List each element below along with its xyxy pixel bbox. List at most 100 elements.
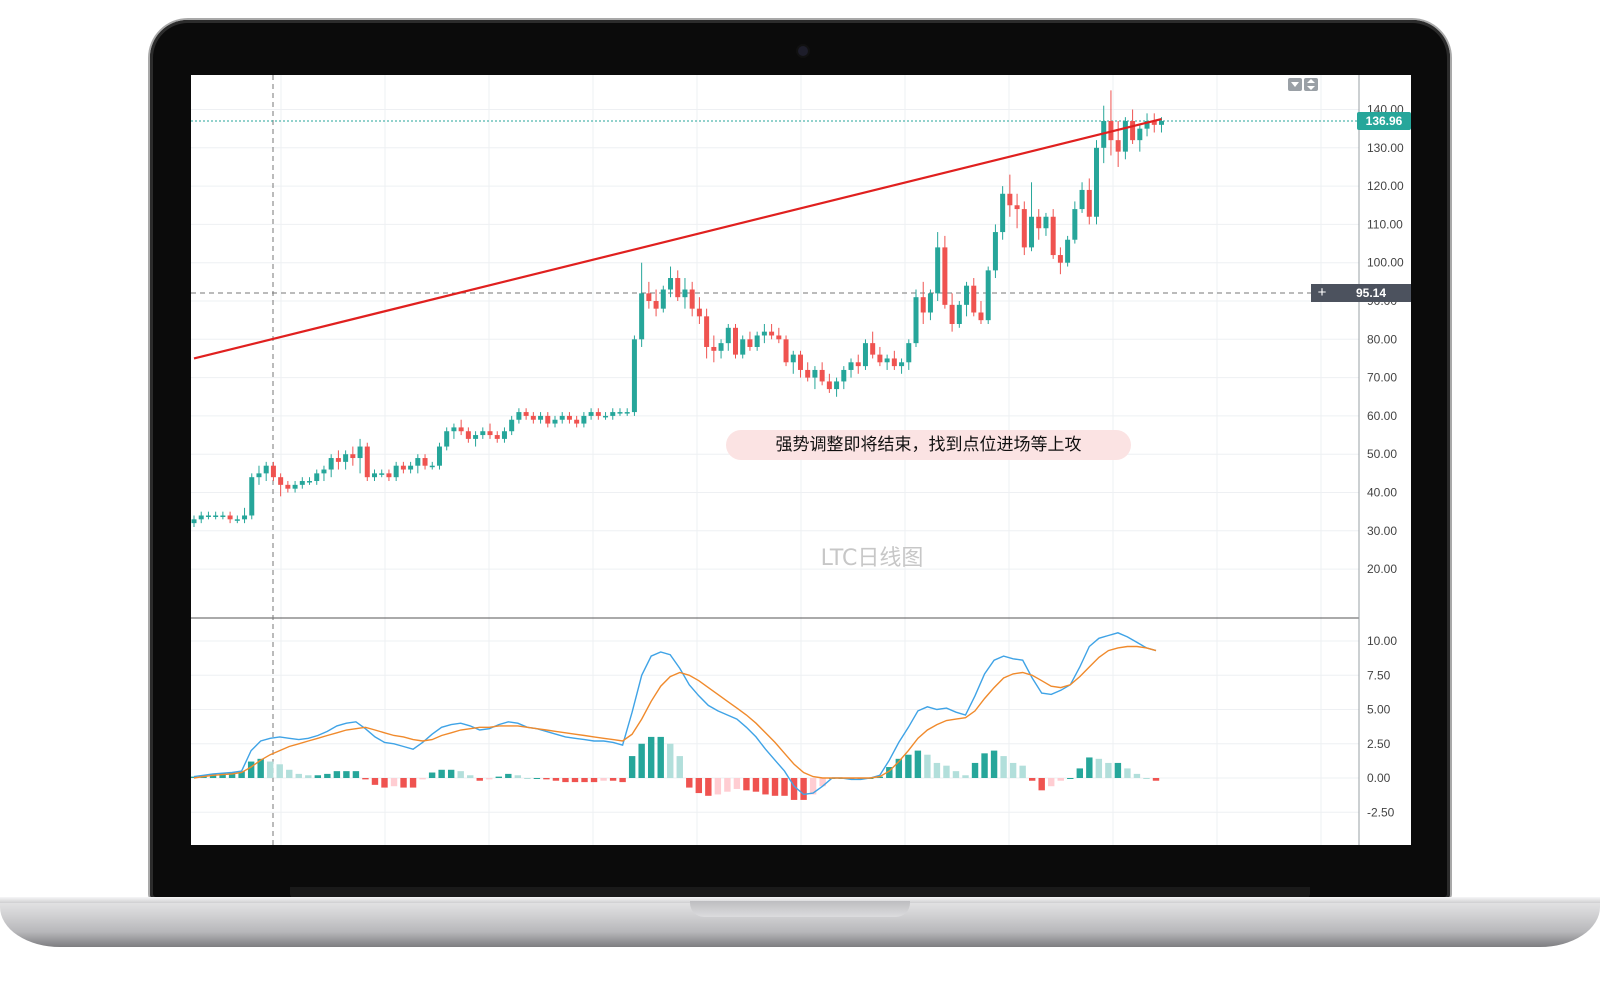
candle (364, 442, 370, 482)
macd-bar (400, 778, 407, 788)
macd-bar (467, 775, 474, 778)
macd-bar (781, 778, 788, 796)
candle (805, 362, 811, 382)
candle (675, 270, 681, 302)
macd-bar (819, 778, 826, 787)
candle (191, 515, 197, 527)
candle (220, 511, 226, 520)
candle (689, 281, 695, 317)
macd-bar (219, 773, 226, 778)
candle (422, 454, 428, 470)
macd-bar (714, 778, 722, 795)
candle (870, 331, 876, 359)
candle (234, 515, 240, 524)
candle (429, 461, 435, 470)
candle (1007, 174, 1013, 217)
candle (992, 224, 998, 279)
candle (256, 465, 262, 485)
macd-bar (514, 775, 522, 778)
macd-bar (571, 778, 579, 783)
macd-bar (295, 773, 302, 778)
candle (660, 285, 666, 313)
candle (393, 461, 399, 482)
candle (473, 431, 479, 447)
macd-bar (362, 778, 369, 780)
candle (603, 412, 609, 420)
macd-bar (1028, 778, 1036, 781)
candle (523, 408, 529, 420)
candle (1029, 182, 1035, 252)
candle (1000, 186, 1006, 240)
macd-bar (286, 769, 293, 778)
candle (826, 373, 832, 393)
maximize-icon[interactable] (1304, 78, 1318, 91)
macd-bar (333, 771, 341, 778)
candle (198, 511, 204, 524)
candle (328, 454, 334, 478)
candle (552, 415, 558, 428)
macd-bar (552, 778, 560, 781)
candle (682, 278, 688, 309)
candle (913, 289, 919, 347)
candle (711, 335, 717, 363)
y-axis-labels: 150.00140.00130.00120.00110.00100.0090.0… (1367, 75, 1404, 576)
candle (696, 297, 702, 324)
macd-bar (800, 778, 807, 800)
candle (588, 408, 594, 420)
macd-bar (409, 778, 417, 788)
crosshair-plus-icon[interactable]: + (1318, 284, 1327, 301)
candle (942, 235, 948, 309)
candle (386, 469, 392, 482)
macd-bar (914, 750, 922, 778)
macd-bar (495, 776, 502, 778)
macd-bar (686, 778, 693, 788)
candle (1137, 124, 1143, 152)
pane-collapse-controls[interactable] (1288, 78, 1318, 91)
candle (1036, 209, 1042, 240)
macd-bar (809, 778, 817, 795)
macd-bar (543, 778, 550, 780)
camera-icon (798, 46, 808, 56)
y-tick-label: 150.00 (1367, 75, 1404, 78)
laptop-hinge (290, 887, 1310, 898)
macd-tick-label: 2.50 (1367, 737, 1391, 751)
y-tick-label: 110.00 (1367, 217, 1403, 231)
candle (964, 281, 970, 317)
macd-bar (581, 778, 588, 783)
candle (646, 281, 652, 309)
candle (509, 415, 515, 436)
macd-bar (419, 778, 426, 780)
candle (783, 335, 789, 367)
macd-bar (1067, 778, 1074, 779)
candle (1043, 212, 1049, 236)
chart-screen[interactable]: 150.00140.00130.00120.00110.00100.0090.0… (191, 75, 1411, 845)
candle (862, 339, 868, 370)
macd-bar (1105, 762, 1112, 778)
macd-bar (524, 778, 531, 779)
candle (1086, 178, 1092, 225)
macd-bar (486, 778, 493, 780)
macd-bar (1086, 757, 1093, 778)
candle (776, 327, 782, 344)
macd-bar (990, 750, 998, 778)
chart-svg[interactable]: 150.00140.00130.00120.00110.00100.0090.0… (191, 75, 1411, 845)
grid (191, 75, 1359, 845)
y-tick-label: 80.00 (1367, 332, 1397, 346)
candle (834, 377, 840, 397)
candle (704, 308, 710, 359)
candle (321, 465, 327, 482)
macd-bar (1057, 778, 1064, 781)
candle (949, 293, 955, 332)
macd-bar (647, 736, 655, 778)
macd-bar (695, 778, 703, 794)
candle (444, 427, 450, 451)
macd-bar (438, 769, 445, 778)
trendline[interactable] (193, 118, 1162, 360)
candle (213, 511, 219, 520)
macd-bar (324, 773, 331, 778)
candle (761, 323, 767, 344)
candle (1122, 117, 1128, 160)
macd-bar (1038, 778, 1045, 791)
candle (270, 461, 276, 482)
candle (343, 450, 349, 470)
